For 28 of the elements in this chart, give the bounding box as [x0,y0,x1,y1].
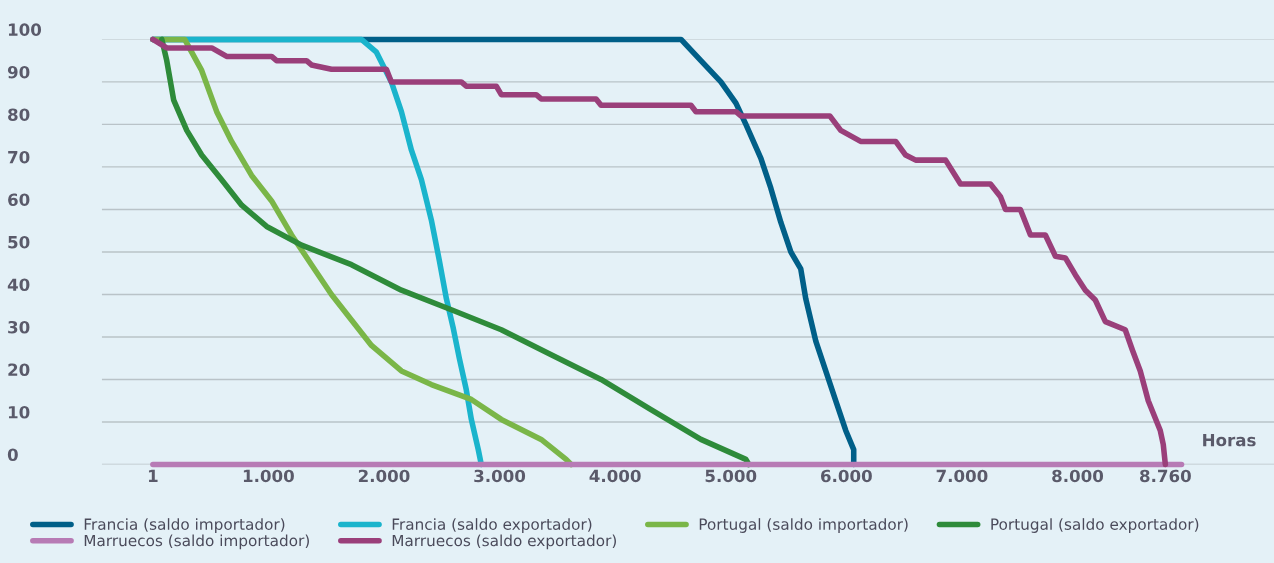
x-tick-label: 1 [148,469,158,482]
y-tick-label: 10 [8,405,30,419]
y-tick-label: 60 [8,193,30,207]
legend-label: Portugal (saldo importador) [699,518,908,533]
legend-label: Marruecos (saldo exportador) [392,534,616,550]
y-tick-label: 100 [8,23,42,36]
x-tick-label: 8.000 [1052,469,1104,483]
y-tick-label: 0 [7,448,18,462]
legend-label: Portugal (saldo exportador) [991,518,1199,533]
x-tick-label: 7.000 [936,469,988,483]
x-tick-label: 3.000 [474,469,526,483]
y-tick-label: 20 [8,363,30,377]
legend-label: Francia (saldo exportador) [392,518,592,533]
x-tick-label: 6.000 [820,469,872,483]
legend-label: Francia (saldo importador) [84,518,285,533]
y-tick-label: 50 [8,235,30,249]
x-axis-title: Horas [1203,433,1256,447]
x-tick-label: 2.000 [358,469,410,483]
x-tick-label: 8.760 [1140,469,1191,483]
legend-label: Marruecos (saldo importador) [84,534,309,550]
y-tick-label: 70 [8,150,30,164]
x-tick-label: 1.000 [243,469,294,483]
x-tick-label: 4.000 [589,469,641,483]
y-tick-label: 40 [7,278,30,292]
y-tick-label: 80 [8,108,30,121]
y-tick-label: 90 [7,65,30,79]
y-tick-label: 30 [8,320,30,334]
x-tick-label: 5.000 [705,469,757,483]
